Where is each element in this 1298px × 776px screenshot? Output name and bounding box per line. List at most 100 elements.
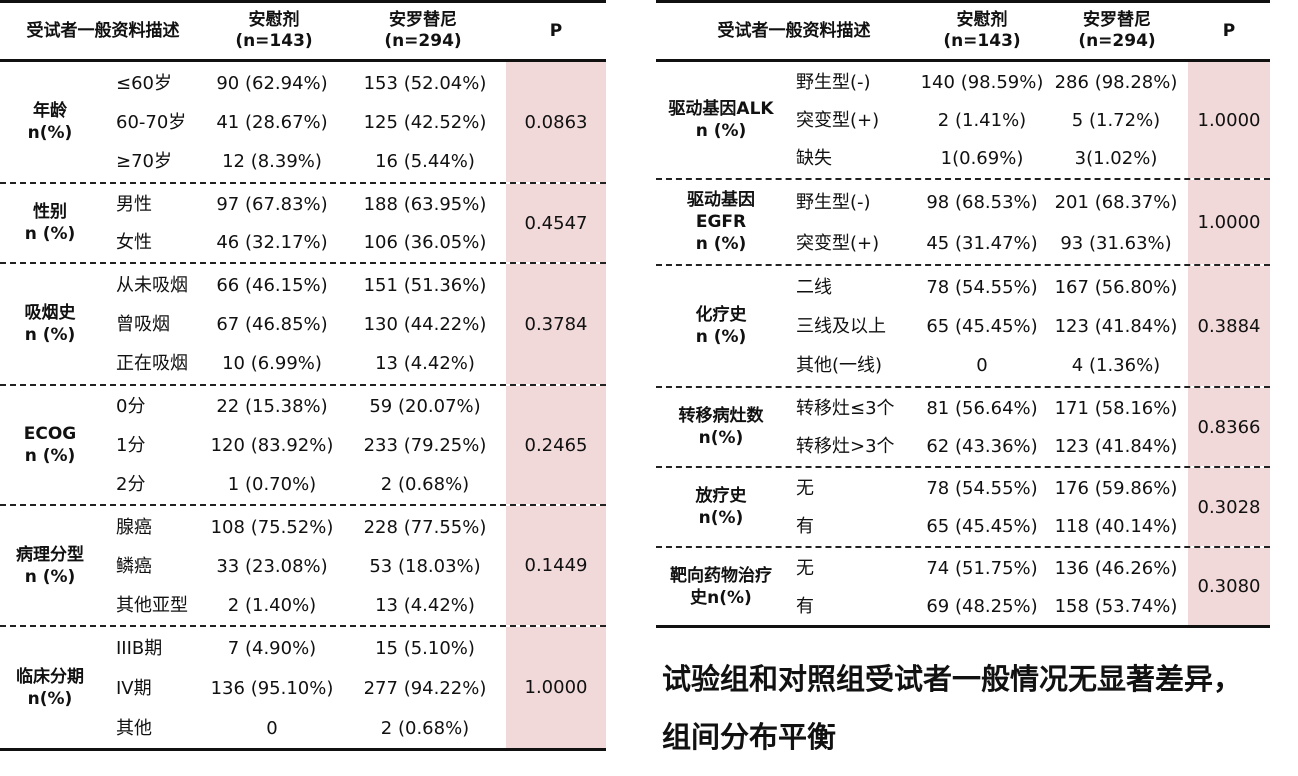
table-row: 突变型(+) 45 (31.47%) 93 (31.63%) <box>656 224 1270 264</box>
placebo-cell: 98 (68.53%) <box>926 191 1038 213</box>
group-label-line: 史n(%) <box>690 587 752 608</box>
table-row: 腺癌 108 (75.52%) 228 (77.55%) <box>0 508 606 548</box>
table-header: 受试者一般资料描述 安慰剂 (n=143) 安罗替尼 (n=294) P <box>0 0 606 62</box>
baseline-table-right: 受试者一般资料描述 安慰剂 (n=143) 安罗替尼 (n=294) P 驱动基因A… <box>656 0 1270 628</box>
group-label-line: n (%) <box>24 224 76 244</box>
subcategory-cell: 无 <box>796 558 814 579</box>
p-value: 1.0000 <box>1188 180 1270 264</box>
table-row: 正在吸烟 10 (6.99%) 13 (4.42%) <box>0 344 606 384</box>
group-label-line: 性别 <box>33 202 67 222</box>
group-label: 临床分期 n(%) <box>0 627 100 748</box>
table-group: 吸烟史 n (%) 0.3784 从未吸烟 66 (46.15%) 151 (51.36%… <box>0 264 606 386</box>
group-label-line: 吸烟史 <box>24 303 76 323</box>
placebo-cell: 65 (45.45%) <box>926 516 1038 537</box>
table-group: 驱动基因ALK n (%) 1.0000 野生型(-) 140 (98.59%) 286 … <box>656 62 1270 180</box>
p-value: 0.3784 <box>506 264 606 384</box>
placebo-cell: 97 (67.83%) <box>216 194 328 215</box>
header-p: P <box>549 20 563 41</box>
subcategory-cell: 无 <box>796 478 814 499</box>
subcategory-cell: 有 <box>796 516 814 537</box>
table-group: 临床分期 n(%) 1.0000 IIIB期 7 (4.90%) 15 (5.10%) IV… <box>0 627 606 751</box>
subcategory-cell: 腺癌 <box>116 516 152 538</box>
group-label-line: n (%) <box>24 566 76 587</box>
anlotinib-cell: 5 (1.72%) <box>1071 110 1161 131</box>
anlotinib-cell: 59 (20.07%) <box>369 396 481 418</box>
placebo-cell: 2 (1.40%) <box>227 594 317 616</box>
subcategory-cell: 其他亚型 <box>116 594 188 616</box>
subcategory-cell: 男性 <box>116 194 152 215</box>
table-row: 野生型(-) 98 (68.53%) 201 (68.37%) <box>656 183 1270 223</box>
table-row: 鳞癌 33 (23.08%) 53 (18.03%) <box>0 547 606 587</box>
placebo-cell: 12 (8.39%) <box>222 151 322 173</box>
table-row: 无 78 (54.55%) 176 (59.86%) <box>656 469 1270 509</box>
table-group: 化疗史 n (%) 0.3884 二线 78 (54.55%) 167 (56.80%) 三… <box>656 266 1270 388</box>
group-label: 驱动基因ALK n (%) <box>656 62 786 178</box>
p-value: 0.3080 <box>1188 548 1270 625</box>
table-row: 1分 120 (83.92%) 233 (79.25%) <box>0 426 606 466</box>
placebo-cell: 78 (54.55%) <box>926 478 1038 499</box>
anlotinib-cell: 15 (5.10%) <box>375 638 475 659</box>
table-header: 受试者一般资料描述 安慰剂 (n=143) 安罗替尼 (n=294) P <box>656 0 1270 62</box>
placebo-cell: 22 (15.38%) <box>216 396 328 418</box>
group-label-line: 年龄 <box>33 101 67 121</box>
placebo-cell: 0 <box>976 355 988 377</box>
header-description: 受试者一般资料描述 <box>717 20 871 41</box>
placebo-cell: 108 (75.52%) <box>210 516 334 538</box>
anlotinib-cell: 277 (94.22%) <box>363 678 487 699</box>
subcategory-cell: 有 <box>796 596 814 617</box>
table-row: IIIB期 7 (4.90%) 15 (5.10%) <box>0 629 606 669</box>
group-label-line: n (%) <box>24 446 76 466</box>
group-label-line: n (%) <box>695 234 747 254</box>
anlotinib-cell: 188 (63.95%) <box>363 194 487 215</box>
table-row: 二线 78 (54.55%) 167 (56.80%) <box>656 268 1270 308</box>
table-group: 性别 n (%) 0.4547 男性 97 (67.83%) 188 (63.95%) 女性… <box>0 184 606 264</box>
group-label-line: EGFR <box>695 212 747 232</box>
group-label-line: 化疗史 <box>695 305 747 325</box>
p-value: 0.1449 <box>506 506 606 625</box>
group-label: 化疗史 n (%) <box>656 266 786 386</box>
baseline-table-left: 受试者一般资料描述 安慰剂 (n=143) 安罗替尼 (n=294) P 年龄 n(%… <box>0 0 606 751</box>
conclusion-text: 试验组和对照组受试者一般情况无显著差异， 组间分布平衡 <box>662 650 1282 766</box>
subcategory-cell: 缺失 <box>796 148 832 169</box>
group-label: 病理分型 n (%) <box>0 506 100 625</box>
subcategory-cell: 转移灶≤3个 <box>796 398 895 419</box>
conclusion-line: 试验组和对照组受试者一般情况无显著差异， <box>662 662 1243 696</box>
table-row: 0分 22 (15.38%) 59 (20.07%) <box>0 387 606 427</box>
placebo-cell: 90 (62.94%) <box>216 72 328 94</box>
table-row: 三线及以上 65 (45.45%) 123 (41.84%) <box>656 307 1270 347</box>
subcategory-cell: 三线及以上 <box>796 316 886 337</box>
anlotinib-cell: 118 (40.14%) <box>1054 516 1178 537</box>
header-placebo: 安慰剂 (n=143) <box>943 10 1021 51</box>
anlotinib-cell: 228 (77.55%) <box>363 516 487 538</box>
table-row: 缺失 1(0.69%) 3(1.02%) <box>656 139 1270 179</box>
subcategory-cell: 转移灶>3个 <box>796 436 895 457</box>
table-group: 靶向药物治疗 史n(%) 0.3080 无 74 (51.75%) 136 (46.26%… <box>656 548 1270 628</box>
table-row: 其他亚型 2 (1.40%) 13 (4.42%) <box>0 586 606 626</box>
p-value: 0.4547 <box>506 184 606 262</box>
subcategory-cell: IIIB期 <box>116 638 163 659</box>
table-row: 突变型(+) 2 (1.41%) 5 (1.72%) <box>656 101 1270 141</box>
table-row: 其他(一线) 0 4 (1.36%) <box>656 346 1270 386</box>
placebo-cell: 69 (48.25%) <box>926 596 1038 617</box>
placebo-cell: 66 (46.15%) <box>216 274 328 296</box>
p-value: 1.0000 <box>1188 62 1270 178</box>
placebo-cell: 41 (28.67%) <box>216 112 328 133</box>
placebo-cell: 2 (1.41%) <box>937 110 1027 131</box>
conclusion-line: 组间分布平衡 <box>662 720 837 754</box>
table-row: 其他 0 2 (0.68%) <box>0 709 606 749</box>
subcategory-cell: 突变型(+) <box>796 232 880 254</box>
group-label-line: 靶向药物治疗 <box>670 565 772 586</box>
anlotinib-cell: 106 (36.05%) <box>363 232 487 253</box>
table-group: 转移病灶数 n(%) 0.8366 转移灶≤3个 81 (56.64%) 171 (58.… <box>656 388 1270 468</box>
placebo-cell: 1(0.69%) <box>940 148 1024 169</box>
anlotinib-cell: 2 (0.68%) <box>380 473 470 495</box>
p-value: 0.2465 <box>506 386 606 504</box>
table-row: 男性 97 (67.83%) 188 (63.95%) <box>0 185 606 225</box>
subcategory-cell: 2分 <box>116 473 146 495</box>
header-anlotinib: 安罗替尼 (n=294) <box>384 10 462 51</box>
group-label: 驱动基因 EGFR n (%) <box>656 180 786 264</box>
subcategory-cell: 从未吸烟 <box>116 274 188 296</box>
table-group: 驱动基因 EGFR n (%) 1.0000 野生型(-) 98 (68.53%) 201 … <box>656 180 1270 266</box>
subcategory-cell: 其他(一线) <box>796 355 883 377</box>
group-label-line: n (%) <box>695 327 747 347</box>
